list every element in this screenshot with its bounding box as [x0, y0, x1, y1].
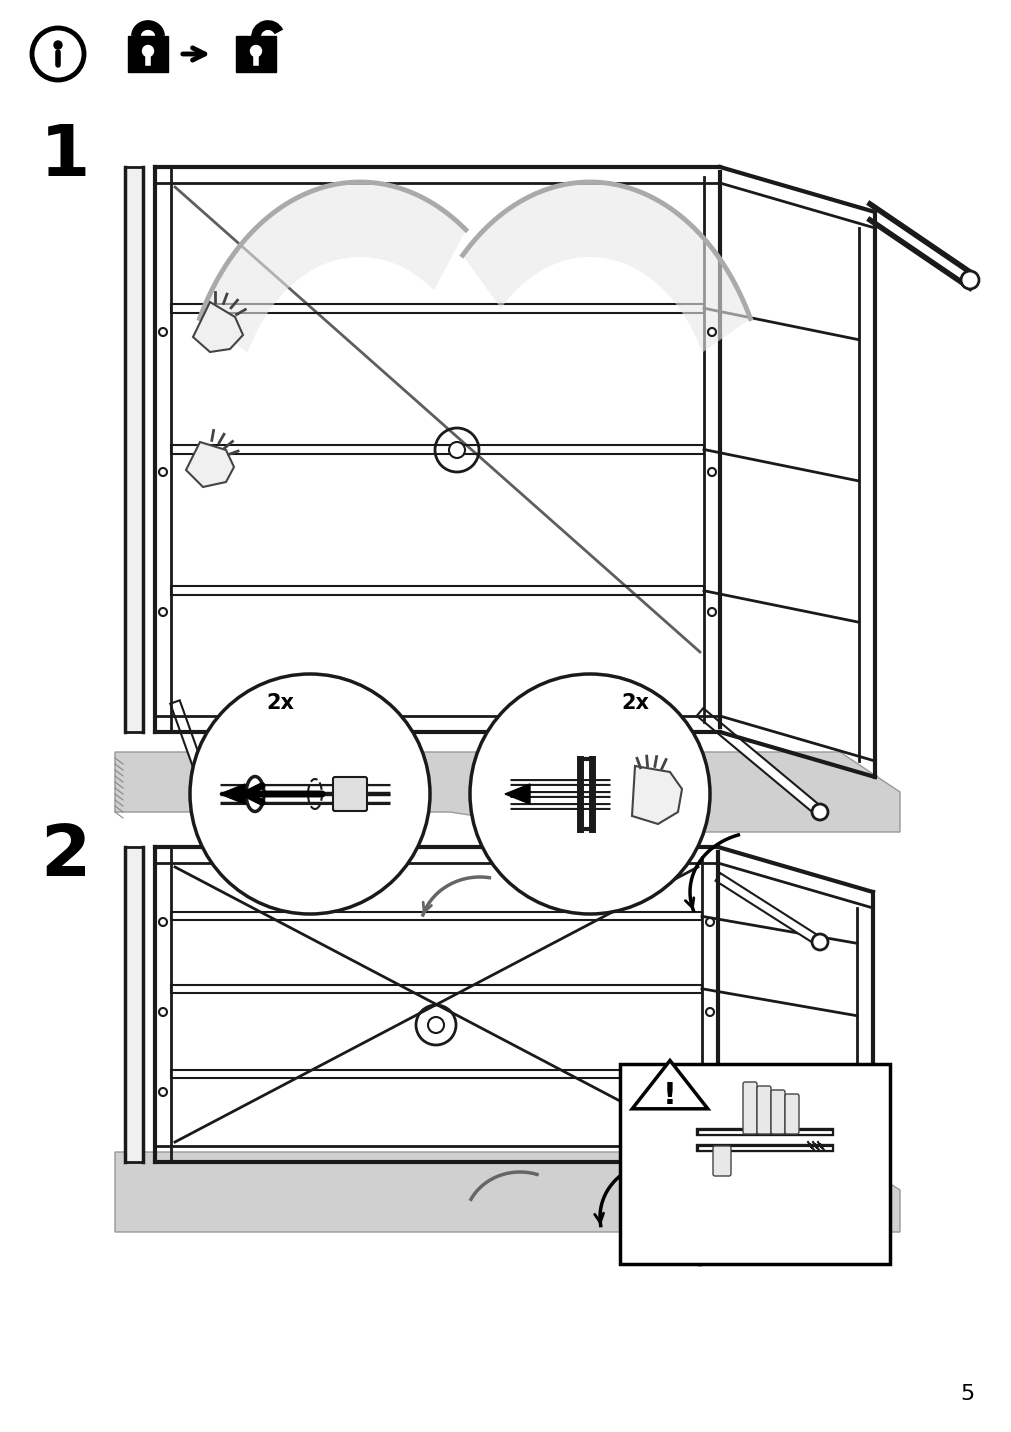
- Polygon shape: [193, 302, 243, 352]
- FancyBboxPatch shape: [620, 1064, 889, 1264]
- Polygon shape: [715, 874, 822, 945]
- FancyBboxPatch shape: [333, 778, 367, 811]
- Circle shape: [469, 674, 710, 914]
- Polygon shape: [171, 912, 702, 921]
- Text: 5: 5: [959, 1383, 974, 1403]
- Polygon shape: [171, 445, 704, 454]
- Circle shape: [159, 918, 167, 927]
- Circle shape: [960, 271, 978, 289]
- Circle shape: [706, 1008, 714, 1015]
- Circle shape: [706, 1088, 714, 1095]
- FancyBboxPatch shape: [713, 1146, 730, 1176]
- Circle shape: [143, 46, 154, 56]
- Circle shape: [692, 1249, 708, 1264]
- Polygon shape: [171, 586, 704, 596]
- Text: 2: 2: [40, 822, 90, 891]
- Text: 1: 1: [40, 122, 90, 190]
- Text: !: !: [662, 1081, 676, 1110]
- Polygon shape: [697, 709, 822, 816]
- Polygon shape: [125, 846, 143, 1161]
- FancyBboxPatch shape: [785, 1094, 799, 1134]
- Circle shape: [449, 442, 464, 458]
- Polygon shape: [632, 1061, 707, 1108]
- Circle shape: [192, 765, 208, 780]
- Polygon shape: [632, 766, 681, 823]
- Polygon shape: [186, 442, 234, 487]
- Polygon shape: [115, 1151, 899, 1232]
- Circle shape: [159, 468, 167, 475]
- Polygon shape: [462, 182, 749, 352]
- Polygon shape: [504, 783, 530, 803]
- Polygon shape: [219, 783, 245, 803]
- Circle shape: [811, 803, 827, 821]
- Circle shape: [159, 1088, 167, 1095]
- FancyBboxPatch shape: [127, 36, 168, 72]
- Polygon shape: [170, 700, 204, 773]
- Circle shape: [159, 609, 167, 616]
- Ellipse shape: [246, 776, 264, 812]
- FancyBboxPatch shape: [756, 1085, 770, 1134]
- FancyBboxPatch shape: [236, 36, 276, 72]
- Polygon shape: [171, 1070, 702, 1078]
- Circle shape: [708, 468, 716, 475]
- Polygon shape: [199, 182, 465, 352]
- FancyBboxPatch shape: [742, 1083, 756, 1134]
- Polygon shape: [695, 1141, 722, 1257]
- Text: 2x: 2x: [266, 693, 294, 713]
- Circle shape: [706, 918, 714, 927]
- Circle shape: [811, 934, 827, 949]
- Polygon shape: [171, 985, 702, 992]
- Circle shape: [428, 1017, 444, 1032]
- Circle shape: [251, 46, 261, 56]
- Circle shape: [708, 609, 716, 616]
- Circle shape: [54, 42, 62, 49]
- FancyBboxPatch shape: [770, 1090, 785, 1134]
- Circle shape: [159, 1008, 167, 1015]
- Polygon shape: [125, 168, 143, 732]
- Text: 2x: 2x: [621, 693, 648, 713]
- Polygon shape: [171, 304, 704, 312]
- Circle shape: [159, 328, 167, 337]
- Polygon shape: [115, 752, 899, 832]
- Circle shape: [708, 328, 716, 337]
- Circle shape: [190, 674, 430, 914]
